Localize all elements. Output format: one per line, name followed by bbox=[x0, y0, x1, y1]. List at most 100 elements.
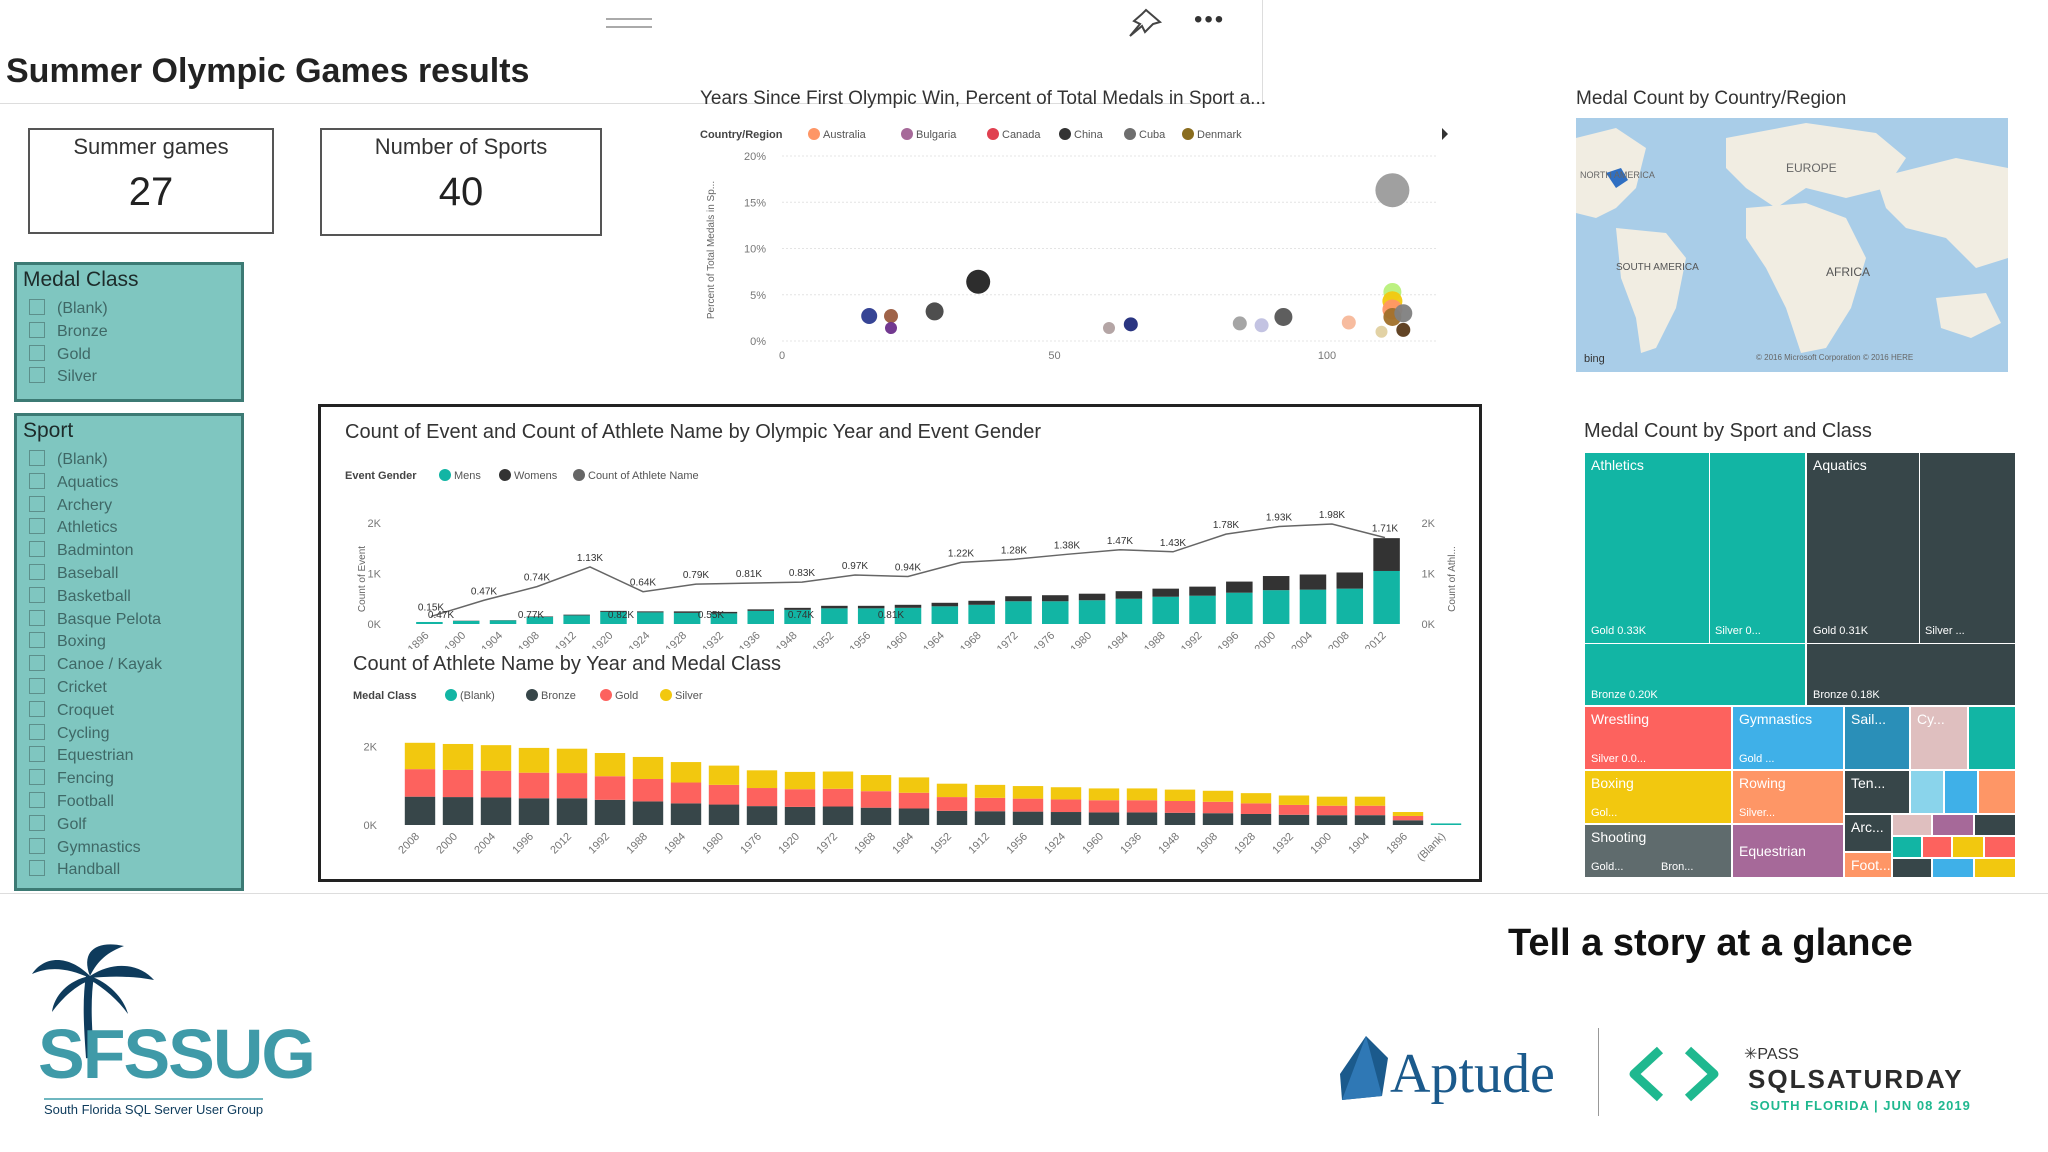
scatter-point bbox=[885, 322, 897, 335]
treemap-tile-small[interactable] bbox=[1944, 770, 1978, 814]
medal-class-slicer[interactable]: Medal Class (Blank) Bronze Gold Silver bbox=[14, 262, 244, 402]
sport-slicer[interactable]: Sport (Blank) Aquatics Archery Athletics Bad… bbox=[14, 413, 244, 891]
x-tick-label: 1948 bbox=[1156, 831, 1182, 857]
sport-item[interactable]: Handball bbox=[17, 859, 241, 882]
treemap-tile-football[interactable]: Foot... bbox=[1844, 852, 1892, 878]
sport-item[interactable]: Football bbox=[17, 791, 241, 814]
checkbox-icon[interactable] bbox=[29, 746, 45, 763]
sport-item[interactable]: (Blank) bbox=[17, 449, 241, 472]
medal-class-item[interactable]: Bronze bbox=[17, 321, 241, 344]
stacked-segment-gold bbox=[404, 769, 436, 797]
sport-item[interactable]: Baseball bbox=[17, 563, 241, 586]
checkbox-icon[interactable] bbox=[29, 321, 45, 338]
checkbox-icon[interactable] bbox=[29, 700, 45, 717]
sport-item[interactable]: Basque Pelota bbox=[17, 609, 241, 632]
x-tick-label: 1976 bbox=[1032, 630, 1058, 649]
scatter-point bbox=[861, 308, 878, 325]
checkbox-icon[interactable] bbox=[29, 518, 45, 535]
kpi-summer-games[interactable]: Summer games 27 bbox=[28, 128, 274, 234]
treemap-tile-boxing[interactable]: Boxing Gol... bbox=[1584, 770, 1732, 824]
combo-chart-card[interactable]: Count of Event and Count of Athlete Name… bbox=[318, 404, 1482, 882]
checkbox-icon[interactable] bbox=[29, 344, 45, 361]
treemap-tile-small[interactable] bbox=[1922, 836, 1952, 858]
treemap-tile-wrestling[interactable]: Wrestling Silver 0.0... bbox=[1584, 706, 1732, 770]
treemap-tile-cycling[interactable]: Cy... bbox=[1910, 706, 1968, 770]
checkbox-icon[interactable] bbox=[29, 450, 45, 466]
sport-item[interactable]: Cricket bbox=[17, 677, 241, 700]
x-tick-label: 2004 bbox=[1289, 630, 1315, 649]
more-options-icon[interactable]: ••• bbox=[1194, 6, 1226, 33]
medal-class-item[interactable]: (Blank) bbox=[17, 298, 241, 321]
checkbox-icon[interactable] bbox=[29, 586, 45, 603]
treemap-tile-small[interactable] bbox=[1910, 770, 1944, 814]
sport-item[interactable]: Archery bbox=[17, 495, 241, 518]
sport-item-label: Badminton bbox=[57, 542, 134, 560]
treemap-tile-small[interactable] bbox=[1984, 836, 2016, 858]
tile-sublabel: Gol... bbox=[1591, 807, 1618, 819]
checkbox-icon[interactable] bbox=[29, 791, 45, 808]
checkbox-icon[interactable] bbox=[29, 677, 45, 694]
treemap-tile-small[interactable] bbox=[1892, 814, 1932, 836]
stacked-segment-bronze bbox=[936, 810, 968, 825]
treemap-tile-athletics[interactable]: Athletics Gold 0.33K Silver 0... Bronze … bbox=[1584, 452, 1806, 706]
treemap-tile-small[interactable] bbox=[1978, 770, 2016, 814]
sport-item[interactable]: Badminton bbox=[17, 540, 241, 563]
checkbox-icon[interactable] bbox=[29, 472, 45, 489]
sport-item[interactable]: Gymnastics bbox=[17, 837, 241, 860]
sport-item[interactable]: Cycling bbox=[17, 723, 241, 746]
medal-class-item[interactable]: Silver bbox=[17, 366, 241, 389]
stacked-segment-silver bbox=[1316, 796, 1348, 806]
treemap-tile-equestrian[interactable]: Equestrian bbox=[1732, 824, 1844, 878]
treemap-tile-archery[interactable]: Arc... bbox=[1844, 814, 1892, 852]
checkbox-icon[interactable] bbox=[29, 495, 45, 512]
treemap-tile-small[interactable] bbox=[1974, 814, 2016, 836]
treemap-tile-small[interactable] bbox=[1952, 836, 1984, 858]
treemap-tile-rowing[interactable]: Rowing Silver... bbox=[1732, 770, 1844, 824]
treemap-tile-misc[interactable] bbox=[1968, 706, 2016, 770]
treemap-tile-small[interactable] bbox=[1932, 858, 1974, 878]
x-tick-label: 1968 bbox=[852, 831, 878, 857]
kpi-number-of-sports[interactable]: Number of Sports 40 bbox=[320, 128, 602, 236]
checkbox-icon[interactable] bbox=[29, 837, 45, 854]
pin-icon[interactable] bbox=[1120, 6, 1164, 40]
checkbox-icon[interactable] bbox=[29, 367, 45, 384]
treemap-tile-small[interactable] bbox=[1892, 858, 1932, 878]
treemap-tile-small[interactable] bbox=[1932, 814, 1974, 836]
treemap-title: Medal Count by Sport and Class bbox=[1584, 420, 1872, 442]
sport-item[interactable]: Athletics bbox=[17, 517, 241, 540]
checkbox-icon[interactable] bbox=[29, 299, 45, 315]
bar-womens bbox=[894, 604, 922, 608]
x-tick-label: 1972 bbox=[814, 831, 840, 857]
sport-item[interactable]: Aquatics bbox=[17, 472, 241, 495]
treemap-tile-small[interactable] bbox=[1892, 836, 1922, 858]
treemap-tile-small[interactable] bbox=[1974, 858, 2016, 878]
sport-item[interactable]: Golf bbox=[17, 814, 241, 837]
treemap-tile-tennis[interactable]: Ten... bbox=[1844, 770, 1910, 814]
treemap-visual[interactable]: Medal Count by Sport and Class Athletics… bbox=[1580, 412, 2020, 884]
checkbox-icon[interactable] bbox=[29, 860, 45, 877]
scatter-visual[interactable]: Years Since First Olympic Win, Percent o… bbox=[696, 80, 1456, 370]
checkbox-icon[interactable] bbox=[29, 541, 45, 558]
treemap-tile-gymnastics[interactable]: Gymnastics Gold ... bbox=[1732, 706, 1844, 770]
treemap-tile-sailing[interactable]: Sail... bbox=[1844, 706, 1910, 770]
checkbox-icon[interactable] bbox=[29, 632, 45, 649]
sport-item[interactable]: Basketball bbox=[17, 586, 241, 609]
legend-label: Canada bbox=[1002, 129, 1041, 141]
sport-item[interactable]: Fencing bbox=[17, 768, 241, 791]
treemap-tile-shooting[interactable]: Shooting Gold... Bron... bbox=[1584, 824, 1732, 878]
checkbox-icon[interactable] bbox=[29, 769, 45, 786]
sport-item[interactable]: Equestrian bbox=[17, 745, 241, 768]
drag-handle-icon[interactable] bbox=[606, 18, 652, 28]
treemap-tile-aquatics[interactable]: Aquatics Gold 0.31K Silver ... Bronze 0.… bbox=[1806, 452, 2016, 706]
sport-item-label: Handball bbox=[57, 861, 121, 879]
checkbox-icon[interactable] bbox=[29, 814, 45, 831]
checkbox-icon[interactable] bbox=[29, 655, 45, 672]
medal-class-item[interactable]: Gold bbox=[17, 344, 241, 367]
sport-item[interactable]: Croquet bbox=[17, 700, 241, 723]
checkbox-icon[interactable] bbox=[29, 609, 45, 626]
map-visual[interactable]: Medal Count by Country/Region EUROPE AFR… bbox=[1572, 80, 2012, 380]
sport-item[interactable]: Boxing bbox=[17, 631, 241, 654]
checkbox-icon[interactable] bbox=[29, 563, 45, 580]
sport-item[interactable]: Canoe / Kayak bbox=[17, 654, 241, 677]
checkbox-icon[interactable] bbox=[29, 723, 45, 740]
